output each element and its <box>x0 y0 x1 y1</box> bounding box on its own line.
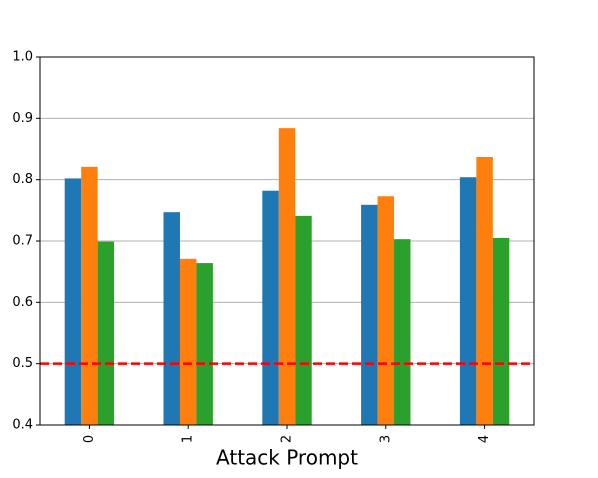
bar <box>295 215 312 425</box>
y-tick-label: 1.0 <box>12 50 33 65</box>
y-tick-label: 0.7 <box>12 234 33 249</box>
x-tick-label: 1 <box>181 435 196 443</box>
y-tick-label: 0.8 <box>12 172 33 187</box>
y-tick-label: 0.4 <box>12 418 33 433</box>
x-axis-label: Attack Prompt <box>216 446 358 470</box>
bar <box>81 166 98 425</box>
bar <box>394 239 411 425</box>
bar <box>262 190 279 425</box>
x-tick-label: 2 <box>280 435 295 443</box>
bar <box>361 204 378 425</box>
bar <box>64 178 82 425</box>
y-tick-label: 0.5 <box>12 356 33 371</box>
x-tick-label: 4 <box>477 435 492 443</box>
bar <box>97 241 115 425</box>
bar <box>163 212 180 425</box>
bar <box>492 237 510 425</box>
y-tick-label: 0.9 <box>12 111 33 126</box>
axes-frame <box>39 56 535 426</box>
bar <box>459 177 477 425</box>
bar <box>476 156 493 425</box>
bar <box>196 263 213 425</box>
x-tick-label: 3 <box>378 435 393 443</box>
y-tick-label: 0.6 <box>12 295 33 310</box>
bar <box>377 196 395 425</box>
bar <box>179 258 197 425</box>
bar <box>278 128 296 425</box>
x-tick-label: 0 <box>82 435 97 443</box>
